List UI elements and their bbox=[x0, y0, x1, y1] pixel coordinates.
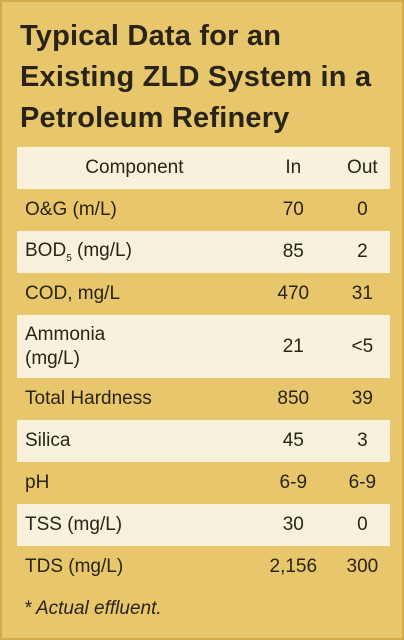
table-row: Total Hardness 850 39 bbox=[17, 378, 390, 420]
out-cell: 31 bbox=[351, 283, 373, 304]
data-table: Component In Out O&G (m/L) 70 0 BOD5 (mg/L)… bbox=[17, 147, 390, 588]
footnote: * Actual effluent. bbox=[24, 598, 162, 619]
component-text: TSS (mg/L) bbox=[25, 514, 123, 535]
component-cell: Silica bbox=[17, 420, 252, 462]
in-cell: 70 bbox=[282, 199, 304, 220]
component-text: BOD bbox=[25, 240, 67, 262]
component-text: (mg/L) bbox=[25, 347, 80, 369]
header-row: Component In Out bbox=[17, 147, 390, 189]
out-cell: 0 bbox=[357, 199, 368, 220]
table-row: COD, mg/L 470 31 bbox=[17, 273, 390, 315]
component-cell: Ammonia (mg/L) bbox=[17, 315, 252, 378]
component-text: Silica bbox=[25, 430, 71, 451]
table-row: BOD5 (mg/L) 85 2 bbox=[17, 231, 390, 273]
in-cell: 2,156 bbox=[269, 556, 318, 577]
table-row: Silica 45 3 bbox=[17, 420, 390, 462]
title: Typical Data for an Existing ZLD System … bbox=[20, 20, 372, 134]
in-cell: 30 bbox=[282, 514, 304, 535]
component-suffix: (mg/L) bbox=[71, 240, 132, 262]
table-row: pH 6-9 6-9 bbox=[17, 462, 390, 504]
out-cell: <5 bbox=[351, 335, 374, 357]
component-text: pH bbox=[25, 472, 50, 493]
table-row: TDS (mg/L) 2,156 300 bbox=[17, 546, 390, 588]
in-cell: 850 bbox=[277, 388, 310, 409]
out-cell: 3 bbox=[357, 430, 368, 451]
header-cell: Out bbox=[347, 157, 378, 178]
component-cell: TDS (mg/L) bbox=[17, 546, 252, 588]
out-cell: 6-9 bbox=[348, 472, 377, 493]
component-text: COD, mg/L bbox=[25, 283, 121, 304]
subscript: 5 bbox=[66, 252, 72, 264]
component-text: O&G (m/L) bbox=[25, 199, 117, 220]
component-cell: Total Hardness bbox=[17, 378, 252, 420]
table-row: Ammonia (mg/L) 21 <5 bbox=[17, 315, 390, 378]
table-body: Component In Out O&G (m/L) 70 0 BOD5 (mg/L)… bbox=[17, 147, 390, 588]
table-row: TSS (mg/L) 30 0 bbox=[17, 504, 390, 546]
component-text: TDS (mg/L) bbox=[25, 556, 124, 577]
out-cell: 39 bbox=[351, 388, 373, 409]
out-cell: 2 bbox=[357, 241, 368, 262]
component-text: Total Hardness bbox=[25, 388, 152, 409]
table-row: O&G (m/L) 70 0 bbox=[17, 189, 390, 231]
component-cell: COD, mg/L bbox=[17, 273, 252, 315]
header-cell: In bbox=[285, 157, 302, 178]
component-cell: pH bbox=[17, 462, 252, 504]
in-cell: 85 bbox=[282, 241, 304, 262]
component-cell: TSS (mg/L) bbox=[17, 504, 252, 546]
in-cell: 6-9 bbox=[279, 472, 308, 493]
component-text: Ammonia bbox=[25, 323, 106, 345]
component-cell: O&G (m/L) bbox=[17, 189, 252, 231]
component-cell: BOD5 (mg/L) bbox=[17, 231, 252, 273]
out-cell: 0 bbox=[357, 514, 368, 535]
out-cell: 300 bbox=[346, 556, 379, 577]
in-cell: 470 bbox=[277, 283, 310, 304]
header-cell: Component bbox=[85, 157, 184, 178]
in-cell: 45 bbox=[282, 430, 304, 451]
in-cell: 21 bbox=[282, 335, 304, 357]
